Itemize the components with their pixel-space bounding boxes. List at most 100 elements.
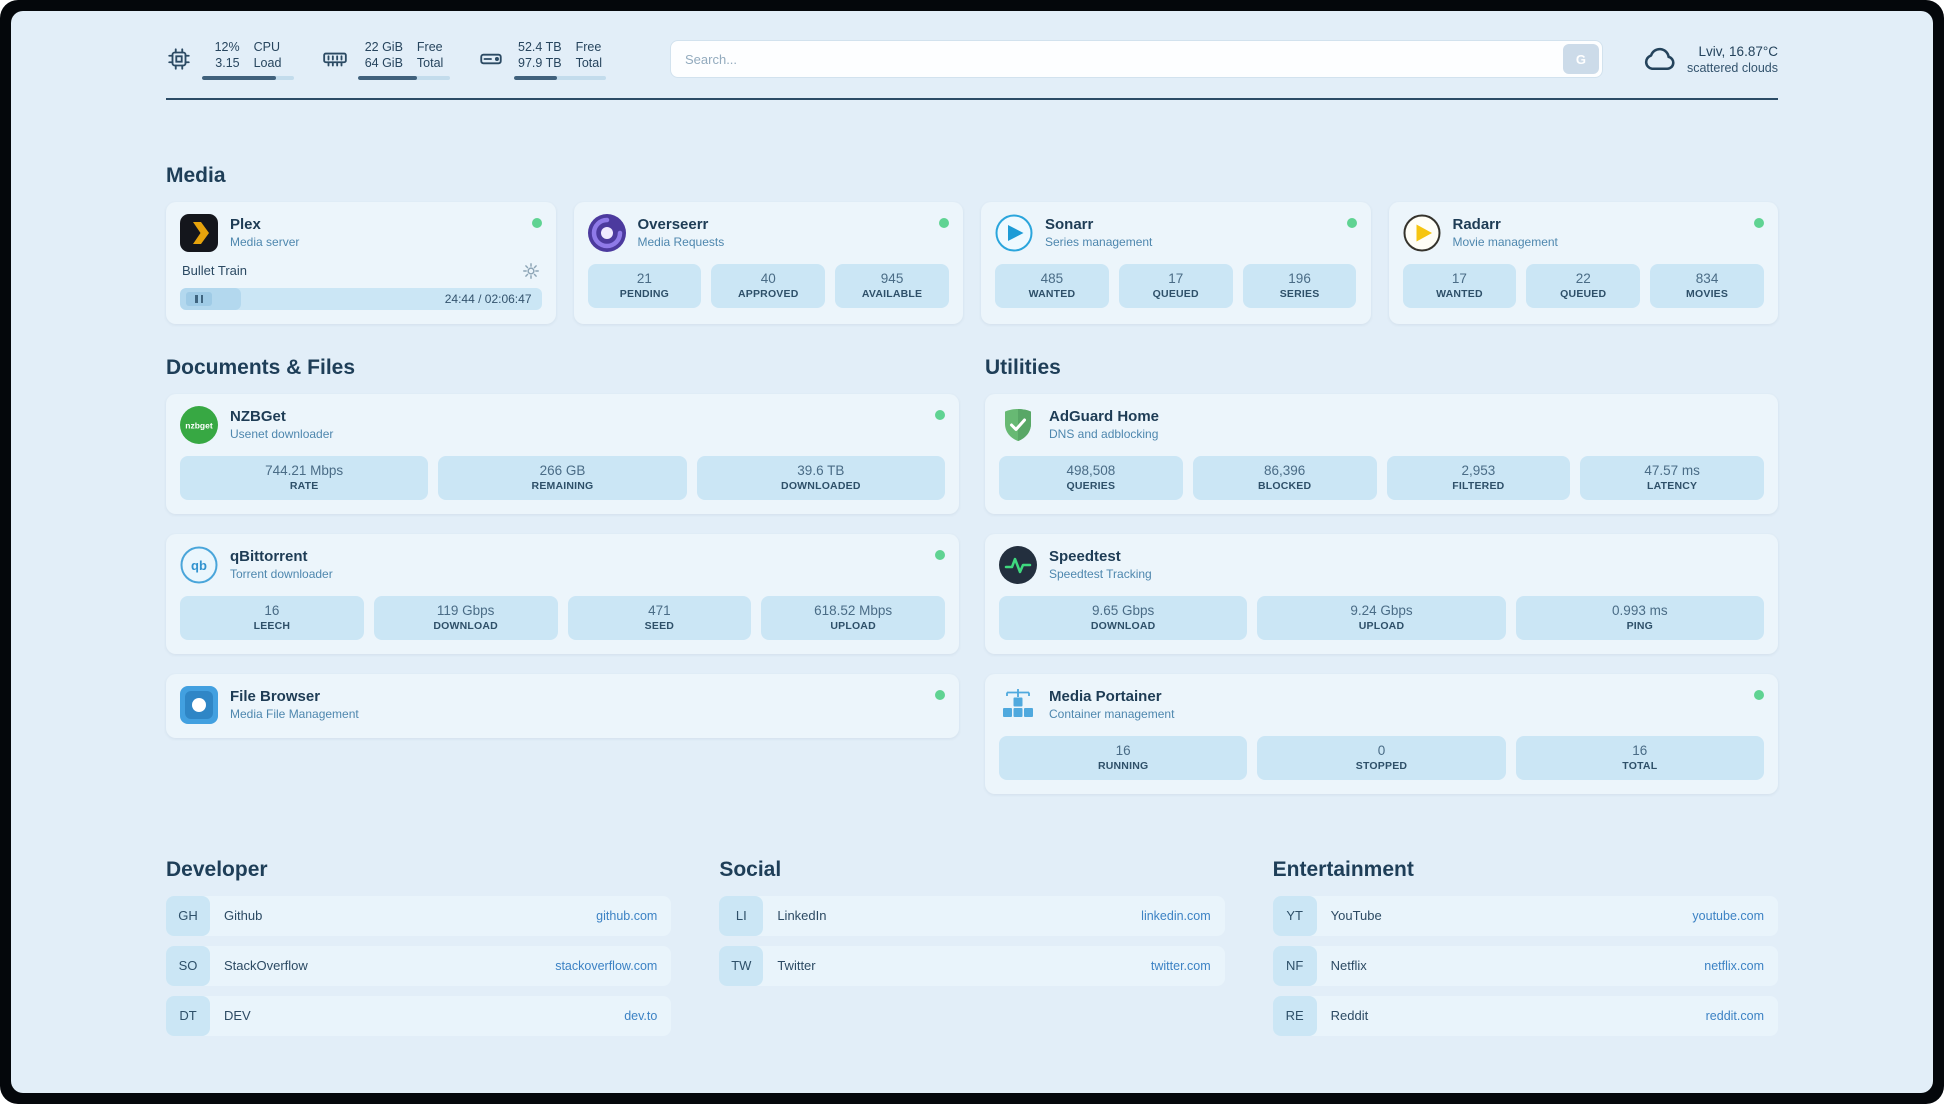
card-portainer[interactable]: Media Portainer Container management 16 … [985,673,1778,794]
stat-label: UPLOAD [1358,619,1405,632]
stat-leech: 16 LEECH [180,595,364,640]
stat-value: 16 [1632,742,1648,758]
bookmark-url[interactable]: youtube.com [1692,908,1764,923]
card-radarr[interactable]: Radarr Movie management 17 WANTED 22 QUE… [1388,201,1778,324]
stat-pending: 21 PENDING [587,263,702,308]
card-overseerr[interactable]: Overseerr Media Requests 21 PENDING 40 A… [573,201,963,324]
dashboard-panel: 12% CPU 3.15 Load 22 GiB Free 64 GiB Tot… [11,11,1933,1093]
stat-label: TOTAL [1622,759,1658,772]
playback-progress-bar[interactable]: 24:44 / 02:06:47 [180,287,542,310]
card-adguard[interactable]: AdGuard Home DNS and adblocking 498,508 … [985,393,1778,514]
service-name: File Browser [230,688,321,705]
cpu-progress-bar [202,75,294,80]
stat-download: 119 Gbps DOWNLOAD [373,595,558,640]
bookmark-abbr: DT [166,995,210,1036]
card-plex[interactable]: Plex Media server Bullet Train 24:44 / 0… [166,201,556,324]
bookmark-url[interactable]: linkedin.com [1141,908,1211,923]
stat-value: 0.993 ms [1612,602,1668,618]
stat-value: 86,396 [1263,462,1306,478]
service-subtitle: Speedtest Tracking [1049,567,1152,581]
card-speedtest[interactable]: Speedtest Speedtest Tracking 9.65 Gbps D… [985,533,1778,654]
stat-download: 9.65 Gbps DOWNLOAD [999,595,1248,640]
cpu-load-value: 3.15 [215,56,240,71]
stat-label: RATE [289,479,319,492]
memory-total-label: Total [416,56,444,71]
bookmarks-developer: Developer GH Github github.com SO StackO… [166,857,672,1036]
bookmark-url[interactable]: stackoverflow.com [555,958,658,973]
stat-total: 16 TOTAL [1515,735,1764,780]
pause-icon[interactable] [186,291,212,306]
qbittorrent-icon: qb [180,546,218,584]
search-provider-button[interactable]: G [1562,44,1599,75]
stat-wanted: 485 WANTED [995,263,1109,308]
stat-label: FILTERED [1452,479,1505,492]
card-nzbget[interactable]: nzbget NZBGet Usenet downloader 744.21 M… [166,393,959,514]
svg-text:nzbget: nzbget [185,420,213,430]
stat-value: 40 [760,270,776,286]
stat-label: BLOCKED [1257,479,1312,492]
stat-available: 945 AVAILABLE [835,263,949,308]
card-qbittorrent[interactable]: qb qBittorrent Torrent downloader 16 LEE… [166,533,959,654]
status-dot [935,689,945,700]
stat-downloaded: 39.6 TB DOWNLOADED [696,455,945,500]
stat-series: 196 SERIES [1242,263,1357,308]
stat-value: 945 [880,270,904,286]
weather-condition: scattered clouds [1686,60,1778,75]
bookmark-netflix[interactable]: NF Netflix netflix.com [1272,945,1778,986]
stat-value: 618.52 Mbps [814,602,893,618]
bookmark-abbr: RE [1272,995,1317,1036]
status-dot [1754,217,1764,228]
stat-value: 17 [1168,270,1184,286]
service-name: Plex [230,216,261,233]
stat-value: 16 [264,602,280,618]
bookmark-twitter[interactable]: TW Twitter twitter.com [719,945,1225,986]
bookmarks-entertainment: Entertainment YT YouTube youtube.com NF … [1272,858,1778,1036]
nzbget-icon: nzbget [180,405,218,444]
section-title-utilities: Utilities [985,355,1061,379]
service-subtitle: Movie management [1452,235,1558,249]
memory-icon [322,46,348,72]
bookmark-github[interactable]: GH Github github.com [166,895,672,936]
gear-icon[interactable] [522,262,540,280]
stat-value: 485 [1040,270,1064,286]
stat-value: 0 [1377,742,1386,758]
stat-value: 196 [1288,270,1311,286]
stat-label: DOWNLOAD [1090,619,1156,632]
bookmark-reddit[interactable]: RE Reddit reddit.com [1272,995,1778,1036]
section-title-documents: Documents & Files [166,355,356,379]
stat-seed: 471 SEED [567,595,752,640]
status-dot [1754,689,1764,700]
card-filebrowser[interactable]: File Browser Media File Management [166,673,959,738]
disk-total-value: 97.9 TB [518,56,562,71]
bookmark-url[interactable]: netflix.com [1704,958,1764,973]
bookmark-url[interactable]: twitter.com [1150,958,1211,973]
bookmark-name: StackOverflow [224,958,308,973]
adguard-icon [999,406,1037,444]
stat-ping: 0.993 ms PING [1515,595,1764,640]
playback-time: 24:44 / 02:06:47 [444,291,532,306]
plex-icon [180,213,218,252]
bookmark-youtube[interactable]: YT YouTube youtube.com [1272,895,1778,936]
bookmark-abbr: GH [166,895,210,936]
disk-progress-bar [514,75,606,80]
section-title-developer: Developer [166,857,268,881]
weather-widget[interactable]: Lviv, 16.87°C scattered clouds [1641,41,1778,77]
bookmark-stackoverflow[interactable]: SO StackOverflow stackoverflow.com [166,945,672,986]
memory-monitor: 22 GiB Free 64 GiB Total [322,39,450,80]
status-dot [939,217,949,228]
stat-label: QUERIES [1066,479,1116,492]
service-subtitle: Series management [1045,235,1153,249]
search-input[interactable] [670,40,1603,79]
card-sonarr[interactable]: Sonarr Series management 485 WANTED 17 Q… [981,201,1371,324]
service-name: qBittorrent [230,548,308,565]
bookmark-name: Reddit [1330,1008,1369,1023]
stat-queued: 22 QUEUED [1526,263,1641,308]
bookmark-url[interactable]: reddit.com [1705,1008,1764,1023]
bookmark-url[interactable]: dev.to [624,1008,658,1023]
bookmark-name: Github [224,908,263,923]
stat-label: WANTED [1436,287,1483,300]
stat-value: 471 [648,602,671,618]
bookmark-dev[interactable]: DT DEV dev.to [166,995,672,1036]
bookmark-url[interactable]: github.com [596,908,658,923]
bookmark-linkedin[interactable]: LI LinkedIn linkedin.com [719,895,1225,936]
